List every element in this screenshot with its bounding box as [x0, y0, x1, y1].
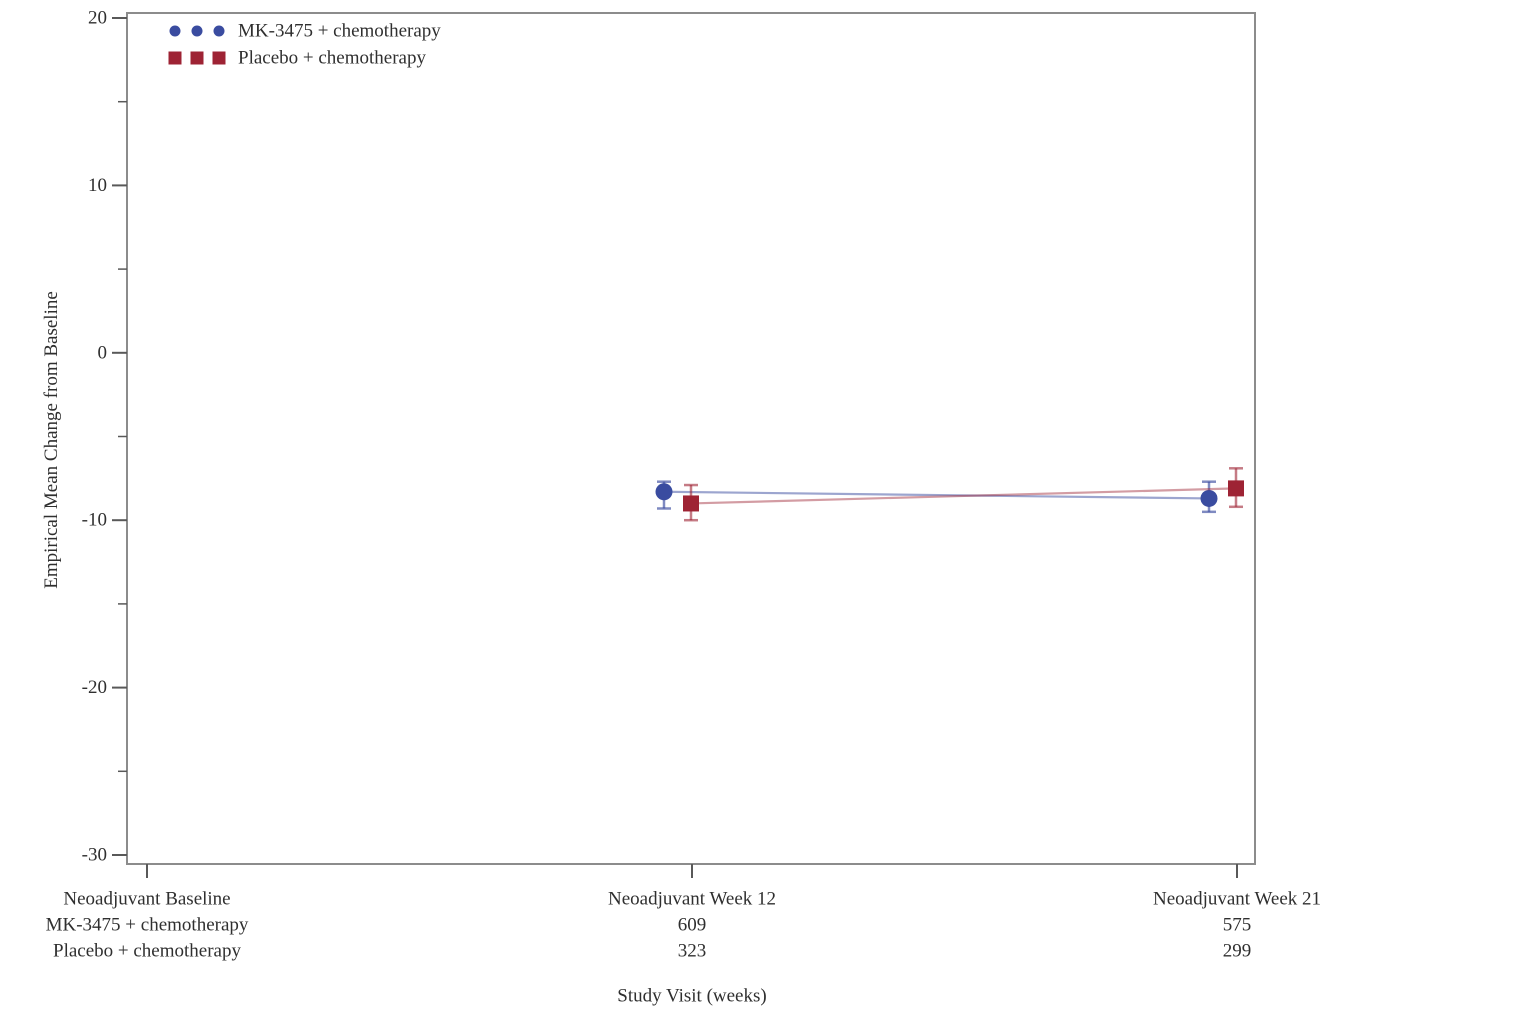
at-risk-count: 575	[1223, 915, 1252, 936]
data-point-marker-square	[683, 495, 699, 512]
at-risk-count: 323	[678, 941, 707, 962]
x-category-label: Neoadjuvant Baseline	[63, 889, 230, 910]
plot-border	[126, 12, 1256, 865]
data-point-marker-circle	[1200, 489, 1218, 507]
legend-marker-square-icon	[168, 51, 182, 65]
legend-marker-square-icon	[212, 51, 226, 65]
y-tick-label: -30	[82, 845, 107, 866]
y-tick-label: 0	[98, 342, 108, 363]
legend-label: Placebo + chemotherapy	[238, 48, 426, 69]
y-tick-label: -10	[82, 510, 107, 531]
count-row-label: Placebo + chemotherapy	[53, 941, 241, 962]
data-point-marker-circle	[655, 483, 673, 501]
legend: MK-3475 + chemotherapy Placebo + chemothe…	[168, 21, 441, 69]
series-line	[663, 490, 1210, 500]
legend-marker-square-icon	[190, 51, 204, 65]
at-risk-count: 609	[678, 915, 707, 936]
legend-entry: MK-3475 + chemotherapy	[169, 21, 441, 42]
data-point-marker-square	[1228, 480, 1244, 497]
y-tick-label: 20	[88, 8, 107, 29]
at-risk-count: 299	[1223, 941, 1252, 962]
legend-marker-circle-icon	[213, 25, 225, 37]
legend-label: MK-3475 + chemotherapy	[238, 21, 441, 42]
y-tick-label: 10	[88, 175, 107, 196]
y-axis-title: Empirical Mean Change from Baseline	[41, 291, 62, 589]
legend-entry: Placebo + chemotherapy	[168, 48, 426, 69]
x-axis-title: Study Visit (weeks)	[617, 986, 766, 1007]
series-placebo-chemotherapy	[683, 467, 1244, 522]
x-category-label: Neoadjuvant Week 12	[608, 889, 776, 910]
y-tick-label: -20	[82, 677, 107, 698]
x-category-label: Neoadjuvant Week 21	[1153, 889, 1321, 910]
count-row-label: MK-3475 + chemotherapy	[46, 915, 249, 936]
legend-marker-circle-icon	[169, 25, 181, 37]
series-mk-3475-chemotherapy	[655, 480, 1218, 514]
series-line	[690, 487, 1237, 505]
legend-marker-circle-icon	[191, 25, 203, 37]
